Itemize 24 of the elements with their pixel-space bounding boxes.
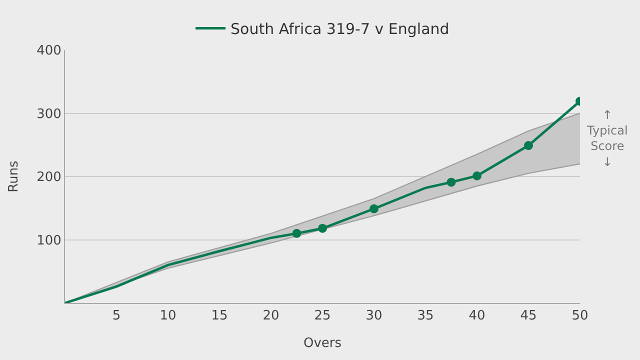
legend-label: South Africa 319-7 v England xyxy=(230,20,450,38)
x-tick-label: 25 xyxy=(314,308,331,324)
x-tick-label: 15 xyxy=(211,308,228,324)
x-tick-label: 30 xyxy=(366,308,382,324)
x-tick-label: 20 xyxy=(262,308,280,324)
x-tick-label: 10 xyxy=(160,308,176,324)
x-tick-label: 50 xyxy=(572,308,588,324)
y-tick-label: 300 xyxy=(36,106,62,122)
x-axis-title: Overs xyxy=(303,336,342,352)
point xyxy=(524,141,533,150)
x-tick-label: 35 xyxy=(417,308,434,324)
y-axis-title: Runs xyxy=(6,160,22,192)
point xyxy=(292,228,302,238)
x-tick-label: 40 xyxy=(468,308,486,324)
annotation: ↑ Typical Score ↓ xyxy=(586,108,628,169)
point xyxy=(370,204,378,214)
y-tick-label: 200 xyxy=(36,170,62,186)
y-tick-label: 100 xyxy=(36,233,62,248)
point xyxy=(446,178,456,187)
point xyxy=(472,171,482,180)
x-tick-label: 5 xyxy=(112,308,121,324)
x-tick-label: 45 xyxy=(520,308,537,324)
point xyxy=(318,224,327,233)
y-tick-label: 400 xyxy=(36,44,62,59)
